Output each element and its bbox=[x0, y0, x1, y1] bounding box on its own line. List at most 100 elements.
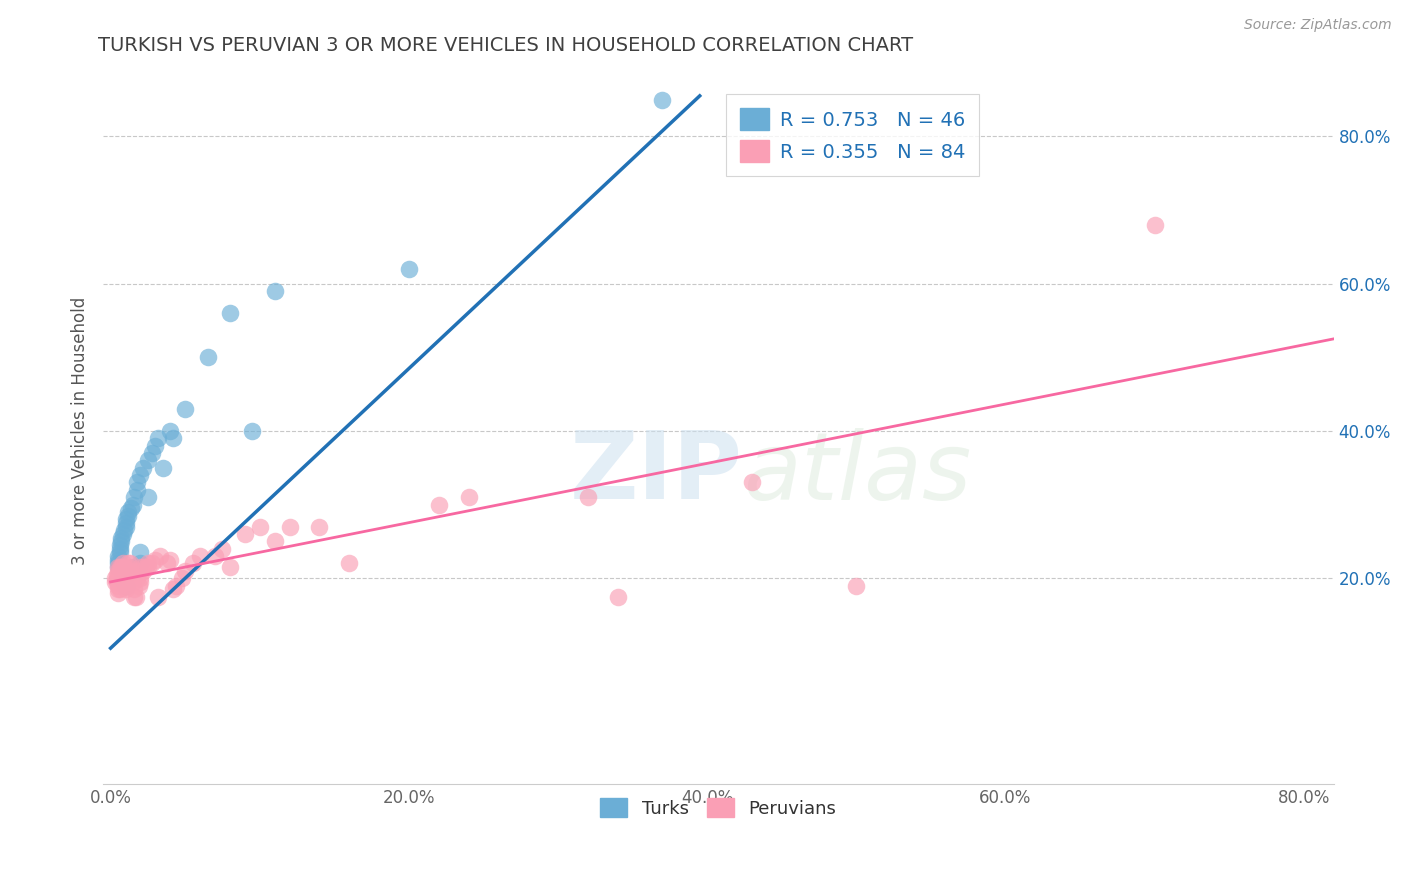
Point bbox=[148, 590, 170, 604]
Point bbox=[107, 586, 129, 600]
Point bbox=[162, 582, 184, 597]
Point bbox=[337, 557, 360, 571]
Point bbox=[112, 560, 135, 574]
Point bbox=[211, 541, 233, 556]
Point bbox=[111, 564, 134, 578]
Point bbox=[197, 351, 219, 365]
Point bbox=[457, 490, 479, 504]
Point bbox=[278, 519, 301, 533]
Point bbox=[107, 582, 129, 597]
Point bbox=[174, 564, 197, 578]
Point bbox=[104, 571, 127, 585]
Point bbox=[174, 401, 197, 416]
Point bbox=[122, 498, 145, 512]
Point bbox=[125, 590, 148, 604]
Point bbox=[122, 560, 145, 574]
Point bbox=[112, 524, 135, 538]
Point bbox=[127, 571, 149, 585]
Point bbox=[108, 564, 131, 578]
Point bbox=[107, 549, 129, 563]
Point bbox=[204, 549, 226, 563]
Point bbox=[129, 468, 152, 483]
Point bbox=[110, 571, 132, 585]
Point bbox=[162, 431, 184, 445]
Point bbox=[148, 431, 170, 445]
Point bbox=[117, 574, 139, 589]
Point bbox=[107, 578, 129, 592]
Point bbox=[114, 564, 136, 578]
Text: ZIP: ZIP bbox=[569, 427, 742, 519]
Point bbox=[159, 424, 181, 438]
Point bbox=[112, 571, 135, 585]
Point bbox=[219, 560, 242, 574]
Point bbox=[124, 490, 146, 504]
Point bbox=[127, 564, 149, 578]
Point bbox=[108, 582, 131, 597]
Point bbox=[111, 571, 134, 585]
Point bbox=[118, 564, 141, 578]
Point bbox=[117, 508, 139, 523]
Point bbox=[122, 574, 145, 589]
Point bbox=[165, 578, 187, 592]
Point bbox=[114, 567, 136, 582]
Point bbox=[129, 560, 152, 574]
Point bbox=[124, 582, 146, 597]
Point bbox=[136, 560, 159, 574]
Point bbox=[117, 505, 139, 519]
Point bbox=[108, 560, 131, 574]
Point bbox=[398, 261, 420, 276]
Point bbox=[129, 571, 152, 585]
Point bbox=[132, 560, 155, 574]
Point bbox=[576, 490, 599, 504]
Point bbox=[129, 574, 152, 589]
Point bbox=[104, 574, 127, 589]
Point bbox=[107, 564, 129, 578]
Point bbox=[117, 560, 139, 574]
Point bbox=[114, 578, 136, 592]
Point bbox=[141, 446, 163, 460]
Point bbox=[114, 571, 136, 585]
Point bbox=[159, 553, 181, 567]
Point bbox=[105, 574, 128, 589]
Point bbox=[181, 557, 204, 571]
Point bbox=[114, 512, 136, 526]
Point bbox=[105, 567, 128, 582]
Point bbox=[141, 557, 163, 571]
Point bbox=[111, 527, 134, 541]
Legend: Turks, Peruvians: Turks, Peruvians bbox=[593, 791, 844, 825]
Point bbox=[107, 557, 129, 571]
Point bbox=[114, 574, 136, 589]
Point bbox=[114, 582, 136, 597]
Point bbox=[122, 567, 145, 582]
Point bbox=[110, 574, 132, 589]
Point bbox=[741, 475, 763, 490]
Point bbox=[136, 453, 159, 467]
Point bbox=[172, 571, 194, 585]
Point bbox=[111, 567, 134, 582]
Point bbox=[107, 571, 129, 585]
Point bbox=[124, 590, 146, 604]
Point bbox=[111, 571, 134, 585]
Point bbox=[111, 557, 134, 571]
Point bbox=[308, 519, 330, 533]
Point bbox=[135, 560, 157, 574]
Point bbox=[128, 578, 150, 592]
Point bbox=[121, 501, 143, 516]
Point bbox=[112, 574, 135, 589]
Point bbox=[129, 545, 152, 559]
Point bbox=[149, 549, 172, 563]
Point bbox=[127, 475, 149, 490]
Point bbox=[107, 553, 129, 567]
Point bbox=[117, 557, 139, 571]
Point bbox=[108, 538, 131, 552]
Point bbox=[110, 531, 132, 545]
Point bbox=[132, 460, 155, 475]
Point bbox=[427, 498, 450, 512]
Point bbox=[107, 560, 129, 574]
Point bbox=[219, 306, 242, 320]
Point bbox=[136, 557, 159, 571]
Point bbox=[152, 460, 174, 475]
Text: atlas: atlas bbox=[742, 428, 972, 519]
Point bbox=[606, 590, 628, 604]
Point bbox=[111, 574, 134, 589]
